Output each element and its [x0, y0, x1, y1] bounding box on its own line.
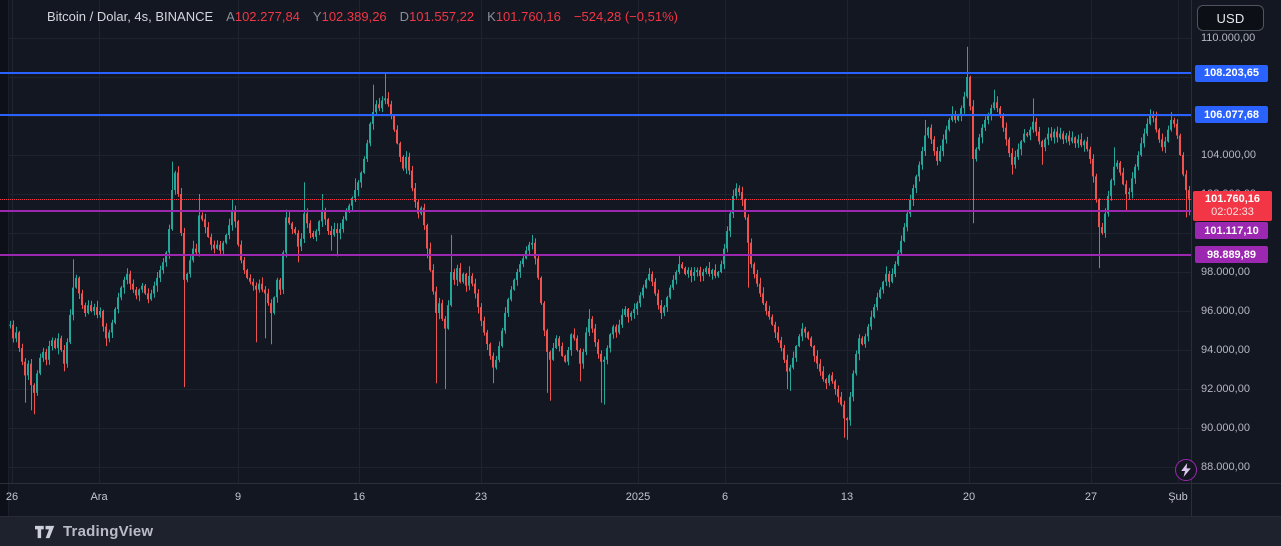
price-axis-label: 94.000,00 — [1201, 344, 1250, 356]
tradingview-wordmark: TradingView — [63, 523, 154, 540]
price-axis-label: 92.000,00 — [1201, 383, 1250, 395]
ohlc-open: A102.277,84 — [226, 9, 300, 24]
price-axis-label: 110.000,00 — [1201, 32, 1256, 44]
current-price-badge: 101.760,16 02:02:33 — [1193, 191, 1272, 222]
level-price-badge: 106.077,68 — [1195, 106, 1268, 123]
level-price-badge: 101.117,10 — [1195, 222, 1268, 240]
time-axis-label: 27 — [1084, 491, 1098, 503]
tradingview-logo — [35, 525, 55, 538]
chart-legend: Bitcoin / Dolar, 4s, BINANCE A102.277,84… — [47, 9, 678, 24]
price-axis-label: 88.000,00 — [1201, 461, 1250, 473]
chart-plot-area[interactable] — [0, 0, 1191, 483]
time-axis-label: 2025 — [625, 491, 651, 503]
price-axis-label: 96.000,00 — [1201, 305, 1250, 317]
time-axis-label: 6 — [721, 491, 729, 503]
price-level-line[interactable] — [0, 253, 1191, 256]
time-axis-label: Ara — [90, 491, 108, 503]
time-axis-label: 20 — [962, 491, 976, 503]
ohlc-close: K101.760,16 — [487, 9, 561, 24]
price-level-line[interactable] — [0, 210, 1191, 213]
ohlc-low: D101.557,22 — [399, 9, 475, 24]
tradingview-logo-link[interactable]: TradingView — [35, 523, 153, 540]
quick-trade-button[interactable] — [1175, 459, 1197, 481]
lightning-icon — [1181, 463, 1191, 477]
level-price-badge: 98.889,89 — [1195, 246, 1268, 264]
price-axis-label: 90.000,00 — [1201, 422, 1250, 434]
price-level-line[interactable] — [0, 72, 1191, 74]
time-axis-label: Şub — [1168, 491, 1188, 503]
time-axis-label: 23 — [474, 491, 488, 503]
time-axis[interactable]: 26 Ara 9 16 23 2025 6 13 20 27 Şub — [0, 483, 1281, 516]
time-axis-label: 26 — [5, 491, 19, 503]
symbol-title[interactable]: Bitcoin / Dolar, 4s, BINANCE — [47, 9, 214, 24]
price-level-line[interactable] — [0, 113, 1191, 116]
left-edge-strip — [0, 0, 9, 516]
footer-bar: TradingView — [0, 516, 1281, 546]
countdown-timer: 02:02:33 — [1211, 206, 1254, 219]
time-axis-label: 13 — [840, 491, 854, 503]
candlestick-series — [9, 46, 1190, 440]
price-axis-label: 98.000,00 — [1201, 266, 1250, 278]
ohlc-high: Y102.389,26 — [312, 9, 387, 24]
time-axis-label: 9 — [234, 491, 242, 503]
current-price-line — [0, 198, 1191, 200]
price-change: −524,28 (−0,51%) — [573, 9, 678, 24]
price-axis[interactable]: 110.000,00104.000,00102.000,0098.000,009… — [1191, 0, 1281, 516]
level-price-badge: 108.203,65 — [1195, 64, 1268, 82]
price-axis-label: 104.000,00 — [1201, 149, 1257, 161]
time-axis-label: 16 — [352, 491, 366, 503]
currency-toggle-button[interactable]: USD — [1197, 5, 1264, 31]
